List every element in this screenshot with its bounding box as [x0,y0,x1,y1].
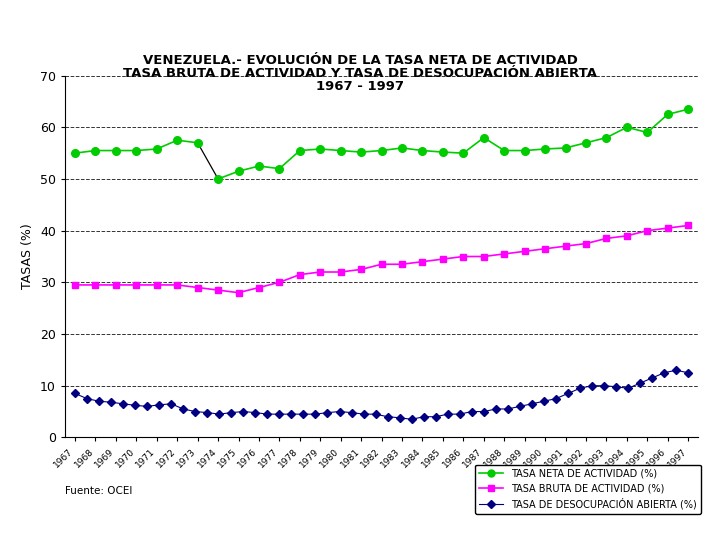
Text: Problemas Económicos de Venezuela.  Desempleo: Problemas Económicos de Venezuela. Desem… [9,12,305,26]
Y-axis label: TASAS (%): TASAS (%) [21,224,35,289]
Text: VENEZUELA.- EVOLUCIÓN DE LA TASA NETA DE ACTIVIDAD: VENEZUELA.- EVOLUCIÓN DE LA TASA NETA DE… [143,54,577,67]
Legend: TASA NETA DE ACTIVIDAD (%), TASA BRUTA DE ACTIVIDAD (%), TASA DE DESOCUPACIÓN AB: TASA NETA DE ACTIVIDAD (%), TASA BRUTA D… [475,464,701,514]
Text: TASA BRUTA DE ACTIVIDAD Y TASA DE DESOCUPACIÓN ABIERTA: TASA BRUTA DE ACTIVIDAD Y TASA DE DESOCU… [123,67,597,80]
Text: Fuente: OCEI: Fuente: OCEI [65,486,132,496]
Text: 1967 - 1997: 1967 - 1997 [316,80,404,93]
